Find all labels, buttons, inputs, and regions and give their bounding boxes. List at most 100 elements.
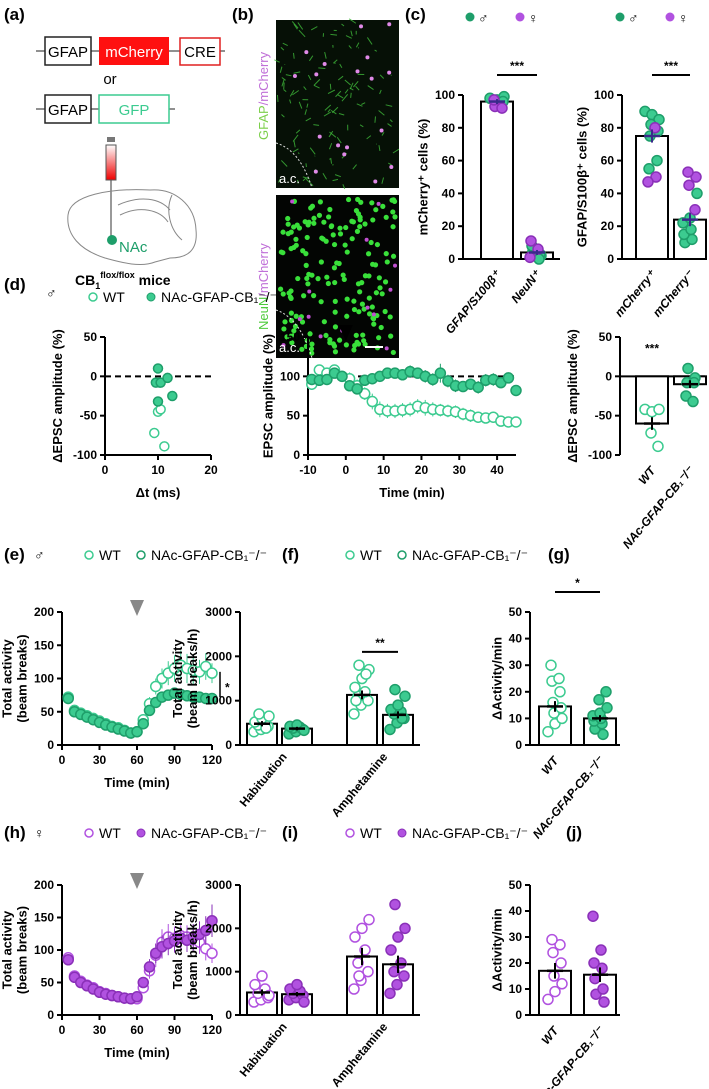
- y-tick-label: 40: [601, 186, 615, 200]
- y-tick-label: 20: [509, 685, 523, 699]
- y-tick-label: 100: [435, 88, 455, 102]
- astrocyte-process: [327, 108, 331, 113]
- neun-cell: [303, 262, 309, 268]
- x-tick-label: 10: [151, 463, 165, 477]
- x-tick-label: 40: [490, 463, 504, 477]
- astrocyte-process: [341, 94, 349, 102]
- astrocyte-process: [328, 130, 334, 138]
- x-tick-label: 30: [93, 753, 107, 767]
- svg-text:WT: WT: [99, 547, 121, 563]
- x-tick-label: 60: [130, 753, 144, 767]
- stimulus-arrow-icon: [130, 600, 144, 616]
- neun-cell: [371, 321, 377, 327]
- astrocyte-process: [344, 79, 351, 86]
- mcherry-cell: [322, 61, 327, 66]
- data-point-ko: [137, 976, 149, 989]
- astrocyte-process: [305, 178, 314, 187]
- micrograph-neun: a.c.: [275, 195, 399, 359]
- neun-cell: [293, 242, 299, 248]
- y-axis-label: Total activity(beam breaks): [0, 906, 29, 994]
- data-point-ko: [143, 961, 156, 973]
- y-axis-label: ΔActivity/min: [490, 908, 505, 991]
- mcherry-cell: [292, 74, 297, 79]
- x-tick-label: 30: [93, 1023, 107, 1037]
- data-point: [554, 939, 566, 951]
- astrocyte-process: [280, 160, 288, 167]
- astrocyte-process: [366, 135, 372, 140]
- astrocyte-process: [348, 45, 352, 49]
- gfap-box-2: [44, 94, 92, 124]
- y-tick-label: 200: [34, 605, 54, 619]
- panel-label-d: (d): [4, 275, 26, 294]
- astrocyte-process: [359, 124, 364, 128]
- astrocyte-process: [381, 131, 385, 136]
- data-point: [524, 251, 536, 264]
- data-point: [298, 724, 310, 737]
- neun-cell: [315, 276, 321, 282]
- neun-cell: [280, 229, 286, 235]
- astrocyte-process: [322, 173, 327, 180]
- astrocyte-process: [277, 178, 281, 183]
- neun-cell: [390, 349, 396, 356]
- neun-cell: [361, 338, 367, 344]
- data-point-ko: [62, 954, 74, 966]
- panel-label-b: (b): [232, 5, 254, 24]
- y-tick-label: 50: [41, 976, 55, 990]
- x-tick-label: 120: [202, 1023, 222, 1037]
- data-point: [389, 683, 401, 696]
- mcherry-cell: [359, 24, 364, 29]
- astrocyte-process: [276, 94, 279, 102]
- legend-i: WT NAc-GFAP-CB₁⁻/⁻: [345, 825, 528, 841]
- neun-cell: [378, 324, 384, 331]
- astrocyte-process: [342, 184, 346, 190]
- y-tick-label: 100: [594, 88, 614, 102]
- panel-label-a: (a): [4, 5, 25, 24]
- neun-cell: [336, 337, 343, 343]
- data-point: [652, 440, 664, 453]
- data-point-ko: [167, 390, 178, 402]
- astrocyte-process: [345, 35, 352, 39]
- astrocyte-process: [279, 66, 283, 73]
- neun-cell: [328, 223, 334, 230]
- neun-cell: [285, 231, 291, 237]
- significance-label: **: [375, 636, 385, 650]
- data-point-ko: [62, 692, 74, 705]
- data-point: [385, 944, 397, 956]
- nac-label: NAc: [119, 239, 148, 256]
- astrocyte-process: [355, 42, 360, 48]
- astrocyte-process: [336, 136, 342, 144]
- data-point: [687, 395, 699, 408]
- neun-cell: [380, 203, 386, 209]
- astrocyte-process: [297, 179, 299, 184]
- astrocyte-process: [361, 102, 366, 105]
- astrocyte-process: [331, 106, 339, 114]
- chart-f: 0 1000 2000 3000 Total activity(beam breaks/…: [170, 605, 420, 820]
- stimulus-arrow-icon: [338, 325, 353, 341]
- svg-text:♂: ♂: [46, 285, 57, 301]
- y-tick-label: 30: [509, 658, 523, 672]
- svg-text:♂: ♂: [34, 547, 45, 563]
- bar: [480, 100, 514, 260]
- gfp-label: GFP: [119, 102, 150, 119]
- data-point: [399, 922, 411, 935]
- chart-d3: -100 -50 0 50 ΔEPSC amplitude (%) WTNAc-GFAP-…: [565, 329, 707, 551]
- data-point: [542, 993, 554, 1006]
- data-point: [298, 996, 310, 1008]
- chart-c2: 0 20 40 60 80 100 GFAP/S100β⁺ cells (%) mCherry…: [574, 59, 707, 320]
- astrocyte-process: [292, 134, 299, 142]
- group-label: Amphetamine: [329, 750, 391, 820]
- x-tick-label: 0: [342, 463, 349, 477]
- svg-text:♂: ♂: [478, 10, 489, 26]
- astrocyte-process: [292, 52, 295, 59]
- category-label: mCherry⁻: [650, 267, 698, 320]
- y-tick-label: 20: [509, 956, 523, 970]
- astrocyte-process: [378, 145, 381, 152]
- x-tick-label: 20: [415, 463, 429, 477]
- panel-label-g: (g): [548, 545, 570, 564]
- panel-label-f: (f): [282, 545, 299, 564]
- x-tick-label: 0: [59, 753, 66, 767]
- neun-cell: [392, 198, 398, 205]
- y-tick-label: -100: [588, 448, 612, 462]
- group-label: Habituation: [237, 1020, 290, 1080]
- neun-cell: [289, 340, 295, 346]
